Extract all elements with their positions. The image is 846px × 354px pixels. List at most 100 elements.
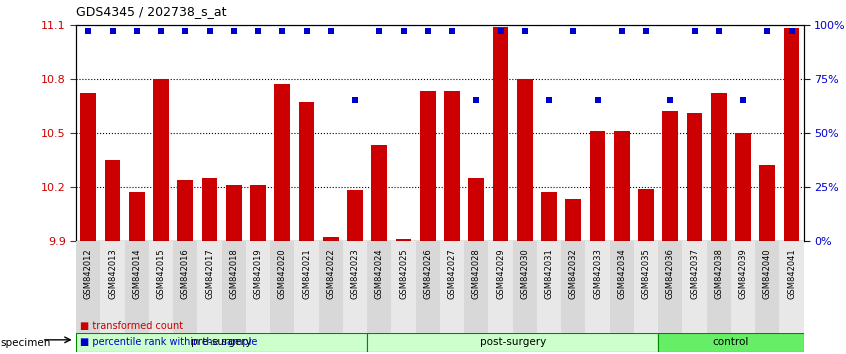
Point xyxy=(154,28,168,34)
Text: GSM842017: GSM842017 xyxy=(205,248,214,299)
Bar xyxy=(371,145,387,241)
Text: GSM842036: GSM842036 xyxy=(666,248,675,299)
Bar xyxy=(779,241,804,333)
Bar xyxy=(711,93,727,241)
Text: GSM842012: GSM842012 xyxy=(84,248,93,299)
Point xyxy=(227,28,240,34)
Point xyxy=(785,28,799,34)
Point xyxy=(106,28,119,34)
Text: ■ transformed count: ■ transformed count xyxy=(80,321,184,331)
Bar xyxy=(343,241,367,333)
Text: post-surgery: post-surgery xyxy=(480,337,546,347)
Point xyxy=(518,28,531,34)
Point xyxy=(81,28,95,34)
Bar xyxy=(222,241,246,333)
Text: GSM842016: GSM842016 xyxy=(181,248,190,299)
Bar xyxy=(319,241,343,333)
Text: GSM842031: GSM842031 xyxy=(545,248,553,299)
Point xyxy=(421,28,435,34)
Bar xyxy=(347,190,363,241)
Bar xyxy=(585,241,610,333)
Bar xyxy=(658,241,683,333)
Bar xyxy=(153,79,169,241)
Text: GSM842022: GSM842022 xyxy=(327,248,335,299)
Text: GSM842014: GSM842014 xyxy=(132,248,141,299)
Bar xyxy=(101,241,124,333)
Point xyxy=(663,98,677,103)
Bar xyxy=(683,241,706,333)
Text: GSM842020: GSM842020 xyxy=(277,248,287,299)
Point xyxy=(445,28,459,34)
Text: GSM842040: GSM842040 xyxy=(763,248,772,299)
Bar xyxy=(105,160,120,241)
Point xyxy=(372,28,386,34)
Bar xyxy=(178,179,193,241)
Text: GSM842029: GSM842029 xyxy=(496,248,505,299)
Bar xyxy=(396,239,411,241)
Point xyxy=(130,28,144,34)
Bar xyxy=(755,241,779,333)
Point xyxy=(494,28,508,34)
Bar xyxy=(492,27,508,241)
Point xyxy=(712,28,726,34)
Bar xyxy=(760,165,775,241)
Bar xyxy=(687,113,702,241)
Bar xyxy=(537,241,561,333)
Point xyxy=(349,98,362,103)
Point xyxy=(615,28,629,34)
Bar xyxy=(735,133,751,241)
Text: GDS4345 / 202738_s_at: GDS4345 / 202738_s_at xyxy=(76,5,227,18)
Text: GSM842013: GSM842013 xyxy=(108,248,117,299)
Bar xyxy=(464,241,488,333)
Bar xyxy=(513,241,537,333)
Bar xyxy=(392,241,415,333)
Bar xyxy=(124,241,149,333)
Bar xyxy=(197,241,222,333)
Text: specimen: specimen xyxy=(0,338,51,348)
Bar xyxy=(444,91,460,241)
Text: GSM842030: GSM842030 xyxy=(520,248,530,299)
Text: GSM842027: GSM842027 xyxy=(448,248,457,299)
Text: GSM842033: GSM842033 xyxy=(593,248,602,299)
Bar xyxy=(415,241,440,333)
Bar xyxy=(517,79,533,241)
Bar xyxy=(367,241,392,333)
Text: GSM842021: GSM842021 xyxy=(302,248,311,299)
Text: GSM842037: GSM842037 xyxy=(690,248,699,299)
Bar xyxy=(561,241,585,333)
Bar xyxy=(614,131,629,241)
Point xyxy=(542,98,556,103)
Text: GSM842032: GSM842032 xyxy=(569,248,578,299)
Bar xyxy=(488,241,513,333)
Bar xyxy=(469,178,484,241)
Point xyxy=(299,28,313,34)
Text: GSM842034: GSM842034 xyxy=(618,248,626,299)
Bar xyxy=(323,237,338,241)
Bar xyxy=(565,199,581,241)
Text: GSM842035: GSM842035 xyxy=(641,248,651,299)
Bar xyxy=(731,241,755,333)
Text: GSM842018: GSM842018 xyxy=(229,248,239,299)
Text: GSM842038: GSM842038 xyxy=(714,248,723,299)
Bar xyxy=(246,241,270,333)
Point xyxy=(324,28,338,34)
Point xyxy=(567,28,580,34)
Point xyxy=(640,28,653,34)
Bar xyxy=(129,192,145,241)
Point xyxy=(591,98,604,103)
Text: GSM842026: GSM842026 xyxy=(423,248,432,299)
Bar xyxy=(662,111,678,241)
Bar xyxy=(201,178,217,241)
Bar xyxy=(274,84,290,241)
Point xyxy=(203,28,217,34)
Point xyxy=(276,28,289,34)
Text: GSM842041: GSM842041 xyxy=(787,248,796,299)
Point xyxy=(251,28,265,34)
Bar xyxy=(440,241,464,333)
Bar xyxy=(76,333,367,352)
Text: GSM842028: GSM842028 xyxy=(472,248,481,299)
Point xyxy=(179,28,192,34)
Text: GSM842023: GSM842023 xyxy=(350,248,360,299)
Text: ■ percentile rank within the sample: ■ percentile rank within the sample xyxy=(80,337,258,347)
Bar xyxy=(541,192,557,241)
